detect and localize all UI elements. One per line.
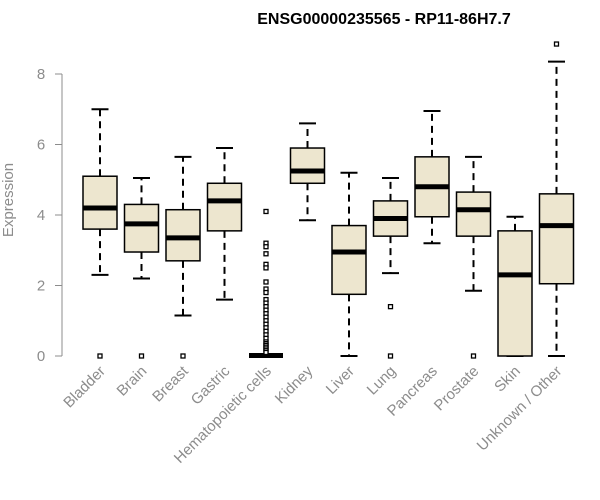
iqr-box: [289, 147, 326, 185]
iqr-box: [538, 193, 575, 285]
outlier-point: [263, 349, 269, 356]
outlier-point: [138, 353, 145, 359]
iqr-box: [497, 230, 533, 357]
y-axis: 0 2 4 6 8: [37, 66, 63, 365]
iqr-box: [165, 208, 201, 262]
outlier-point: [263, 265, 269, 271]
box-2: [123, 176, 160, 359]
x-tick-label: Breast: [149, 362, 192, 405]
iqr-box: [123, 203, 160, 253]
x-tick-label: Liver: [323, 363, 358, 398]
box-8: [372, 176, 409, 359]
box-6: [289, 122, 326, 222]
box-10: [455, 155, 492, 359]
iqr-box: [206, 182, 243, 232]
box-9: [414, 110, 450, 245]
box-3: [165, 155, 201, 359]
y-axis-label: Expression: [0, 163, 17, 237]
outlier-point: [97, 353, 103, 359]
outlier-point: [263, 251, 269, 257]
x-tick-label: Bladder: [60, 363, 109, 412]
outlier-point: [263, 244, 269, 250]
x-tick-label: Skin: [491, 363, 524, 396]
y-tick-label: 8: [37, 66, 45, 83]
box-11: [497, 215, 533, 357]
x-tick-label: Brain: [114, 363, 151, 400]
box-1: [82, 108, 118, 359]
boxes-group: [82, 41, 575, 359]
outlier-point: [263, 208, 269, 215]
outlier-point: [553, 41, 560, 47]
x-tick-label: Lung: [364, 363, 400, 399]
y-tick-label: 6: [37, 137, 45, 154]
median-line: [249, 353, 283, 358]
outlier-point: [263, 279, 269, 285]
box-12: [538, 41, 575, 357]
x-tick-label: Kidney: [272, 362, 317, 407]
chart-title: ENSG00000235565 - RP11-86H7.7: [257, 11, 511, 28]
x-tick-label: Prostate: [431, 363, 483, 415]
y-tick-label: 2: [37, 278, 45, 295]
outlier-point: [470, 353, 477, 359]
y-tick-label: 0: [37, 348, 45, 365]
outlier-point: [387, 303, 394, 310]
box-4: [206, 147, 243, 301]
outlier-point: [263, 289, 269, 296]
box-7: [331, 171, 367, 357]
outlier-point: [180, 353, 186, 359]
y-tick-label: 4: [37, 207, 45, 224]
iqr-box: [82, 175, 118, 230]
iqr-box: [331, 224, 367, 296]
box-5: [249, 208, 283, 358]
outlier-point: [387, 353, 394, 359]
iqr-box: [455, 191, 492, 237]
